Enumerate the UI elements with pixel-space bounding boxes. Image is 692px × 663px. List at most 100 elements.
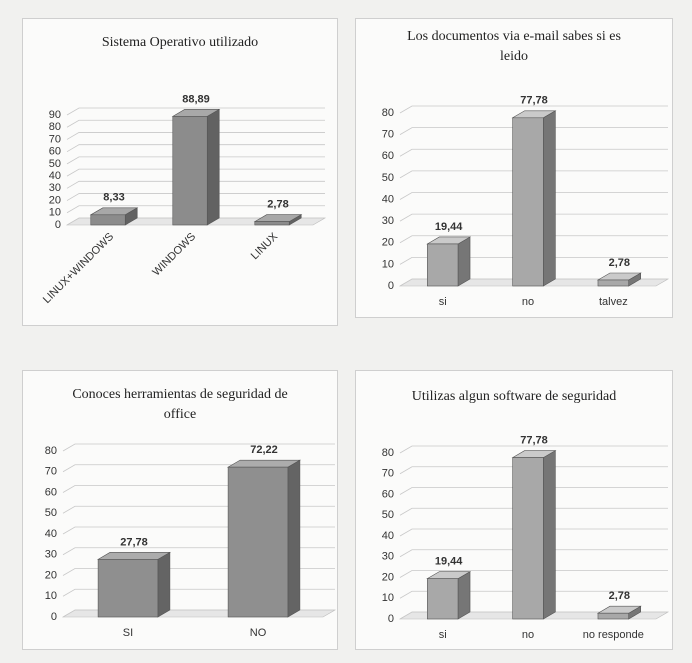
y-tick-label: 40 — [49, 170, 61, 182]
y-tick-label: 10 — [382, 258, 394, 270]
value-label: 2,78 — [609, 590, 630, 602]
grid-line — [66, 156, 325, 165]
bar-group — [89, 207, 139, 226]
bar-side — [287, 459, 301, 618]
y-tick-label: 0 — [388, 613, 394, 625]
bar — [172, 116, 208, 226]
y-tick-label: 80 — [382, 107, 394, 119]
bar-side — [157, 551, 171, 618]
value-label: 2,78 — [609, 257, 630, 269]
bar-top — [226, 459, 302, 468]
y-tick-label: 40 — [382, 530, 394, 542]
grid-line — [399, 192, 668, 200]
grid-line — [399, 487, 668, 495]
value-label: 19,44 — [435, 221, 463, 233]
y-tick-label: 80 — [382, 447, 394, 459]
x-tick-label: talvez — [599, 296, 628, 308]
grid-line — [66, 168, 325, 177]
value-label: 72,22 — [250, 444, 278, 456]
y-tick-label: 20 — [382, 237, 394, 249]
grid-line — [66, 132, 325, 140]
grid-line — [399, 148, 668, 157]
bar-side — [543, 110, 556, 287]
bar-group — [426, 236, 472, 287]
y-tick-label: 20 — [45, 569, 57, 581]
y-tick-label: 60 — [382, 488, 394, 500]
y-tick-label: 90 — [49, 109, 61, 121]
grid-line — [62, 443, 335, 452]
grid-line — [399, 466, 668, 475]
y-tick-label: 60 — [382, 150, 394, 162]
value-label: 77,78 — [520, 95, 548, 107]
bar — [512, 457, 544, 620]
chart-title: Los documentos via e-mail sabes si es le… — [407, 29, 621, 64]
value-label: 27,78 — [120, 536, 148, 548]
bar — [97, 559, 159, 618]
y-tick-label: 50 — [382, 509, 394, 521]
x-tick-label: SI — [123, 627, 133, 639]
grid-line — [399, 570, 668, 578]
y-tick-label: 70 — [45, 466, 57, 478]
y-tick-label: 0 — [55, 219, 61, 231]
y-tick-label: 30 — [382, 551, 394, 563]
y-tick-label: 30 — [49, 182, 61, 194]
x-tick-label: si — [439, 296, 447, 308]
bar-side — [457, 236, 471, 287]
x-tick-label: LINUX+WINDOWS — [41, 231, 116, 306]
x-tick-label: NO — [250, 627, 267, 639]
bar-group — [253, 214, 303, 226]
grid-line — [66, 217, 325, 226]
value-label: 88,89 — [182, 93, 210, 105]
grid-line — [399, 507, 668, 516]
bar-group — [596, 272, 642, 287]
y-tick-label: 10 — [45, 590, 57, 602]
x-tick-label: no — [522, 629, 534, 641]
x-tick-label: no responde — [583, 629, 644, 641]
chart-panel: Los documentos via e-mail sabes si es le… — [355, 18, 673, 318]
y-tick-label: 70 — [382, 468, 394, 480]
chart-panel: Sistema Operativo utilizado 0 10 20 30 40 50 60… — [22, 18, 338, 326]
y-tick-label: 60 — [49, 146, 61, 158]
chart-title: Conoces herramientas de seguridad de off… — [72, 387, 288, 422]
bar-side — [543, 450, 556, 620]
grid-line — [66, 107, 325, 116]
bar-group — [171, 108, 221, 226]
grid-line — [399, 127, 668, 135]
y-tick-label: 10 — [49, 207, 61, 219]
bar-side — [206, 108, 220, 226]
chart-title: Sistema Operativo utilizado — [101, 35, 259, 50]
y-tick-label: 10 — [382, 592, 394, 604]
bar — [90, 214, 126, 226]
y-tick-label: 40 — [382, 193, 394, 205]
y-tick-label: 80 — [49, 121, 61, 133]
grid-line — [399, 590, 668, 599]
grid-line — [66, 205, 325, 214]
bar — [427, 243, 459, 287]
chart: 0 10 20 30 40 50 60 70 80 SI 27,78 NO 72,22 — [45, 443, 337, 639]
chart: 0 10 20 30 40 50 60 70 80 si 19,44 no 77,78 no respon… — [382, 435, 670, 641]
chart-panel: Utilizas algun software de seguridad 0 10 2… — [355, 370, 673, 650]
x-tick-label: no — [522, 296, 534, 308]
x-tick-label: LINUX — [249, 230, 281, 262]
bar-group — [596, 605, 642, 620]
bar-top — [96, 552, 172, 560]
bar-side — [457, 571, 471, 620]
bar — [427, 578, 459, 620]
bar-group — [226, 459, 302, 618]
y-tick-label: 40 — [45, 528, 57, 540]
bar-group — [426, 571, 472, 620]
bar — [597, 279, 629, 287]
bar — [512, 117, 544, 287]
grid-line — [399, 445, 668, 454]
chart: 0 10 20 30 40 50 60 70 80 si 19,44 no 77,78 talvez 2,7… — [382, 95, 670, 308]
y-tick-label: 50 — [49, 158, 61, 170]
value-label: 2,78 — [267, 199, 288, 211]
value-label: 77,78 — [520, 435, 548, 447]
grid-line — [66, 144, 325, 153]
bar — [597, 612, 629, 620]
grid-line — [399, 235, 668, 244]
bar-group — [96, 551, 172, 618]
grid-line — [66, 180, 325, 189]
grid-line — [399, 105, 668, 114]
